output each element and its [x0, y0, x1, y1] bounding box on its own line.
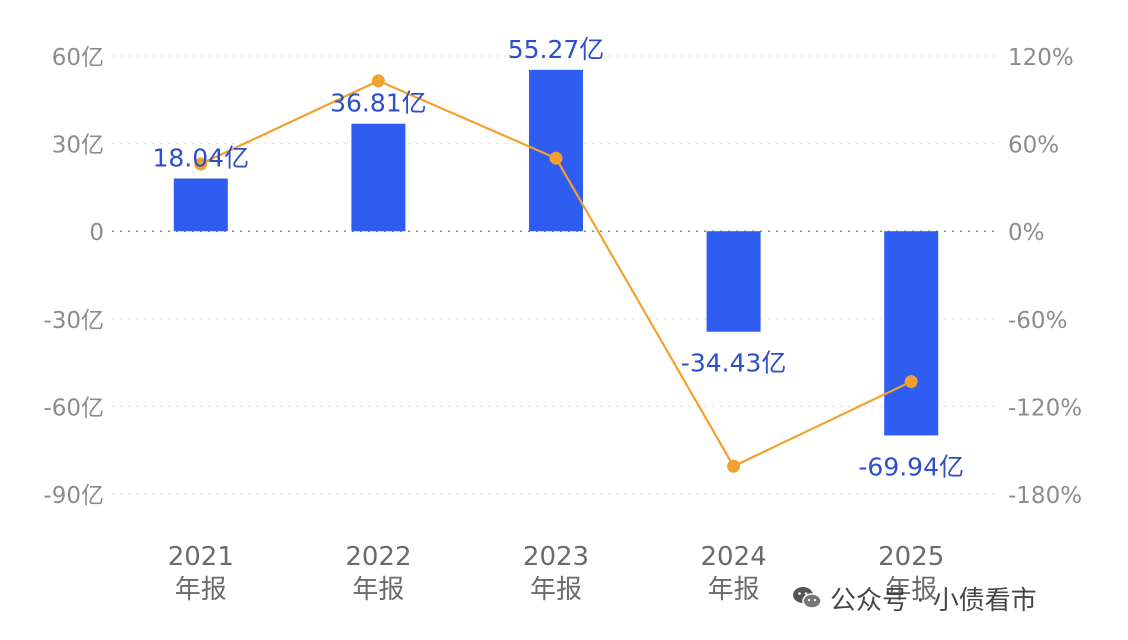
right-tick-label: 120%	[1008, 45, 1074, 71]
x-tick-label: 年报	[885, 575, 937, 605]
x-tick-label: 年报	[352, 575, 404, 605]
right-tick-label: -180%	[1008, 483, 1082, 509]
x-tick-label: 年报	[530, 575, 582, 605]
data-labels: 18.04亿 36.81亿 55.27亿 -34.43亿 -69.94亿	[153, 35, 964, 482]
x-tick-label: 年报	[175, 575, 227, 605]
left-tick-label: 30亿	[52, 133, 104, 159]
x-tick-label: 2023	[523, 542, 589, 572]
line-point	[727, 459, 741, 473]
left-tick-label: -30亿	[43, 308, 104, 334]
data-label: -69.94亿	[858, 452, 964, 481]
bars	[173, 69, 939, 436]
data-label: 55.27亿	[508, 35, 605, 64]
watermark-text: 公众号 · 小债看市	[830, 585, 1037, 616]
x-tick-label: 2022	[345, 542, 411, 572]
wechat-icon	[793, 587, 822, 609]
data-label: -34.43亿	[681, 349, 787, 378]
data-label: 36.81亿	[330, 89, 427, 118]
x-tick-label: 2025	[878, 542, 944, 572]
right-tick-label: -120%	[1008, 395, 1082, 421]
left-tick-label: 60亿	[52, 45, 104, 71]
bar	[706, 231, 761, 332]
right-tick-label: 0%	[1008, 220, 1045, 246]
bar	[351, 123, 406, 232]
line-point	[371, 74, 385, 88]
x-tick-label: 2021	[168, 542, 234, 572]
right-axis-ticks: 120% 60% 0% -60% -120% -180%	[1008, 45, 1082, 509]
left-tick-label: -60亿	[43, 395, 104, 421]
line-point	[904, 375, 918, 389]
right-tick-label: -60%	[1008, 308, 1067, 334]
right-tick-label: 60%	[1008, 133, 1059, 159]
watermark: 公众号 · 小债看市	[792, 578, 1037, 618]
left-tick-label: 0	[89, 220, 104, 246]
left-tick-label: -90亿	[43, 483, 104, 509]
line-point	[549, 151, 563, 165]
bar	[884, 231, 939, 436]
x-tick-label: 年报	[708, 575, 760, 605]
data-label: 18.04亿	[153, 144, 250, 173]
left-axis-ticks: 60亿 30亿 0 -30亿 -60亿 -90亿	[43, 45, 104, 509]
x-tick-label: 2024	[701, 542, 767, 572]
growth-line	[194, 74, 918, 473]
bar	[173, 178, 228, 232]
line-point	[194, 157, 208, 171]
